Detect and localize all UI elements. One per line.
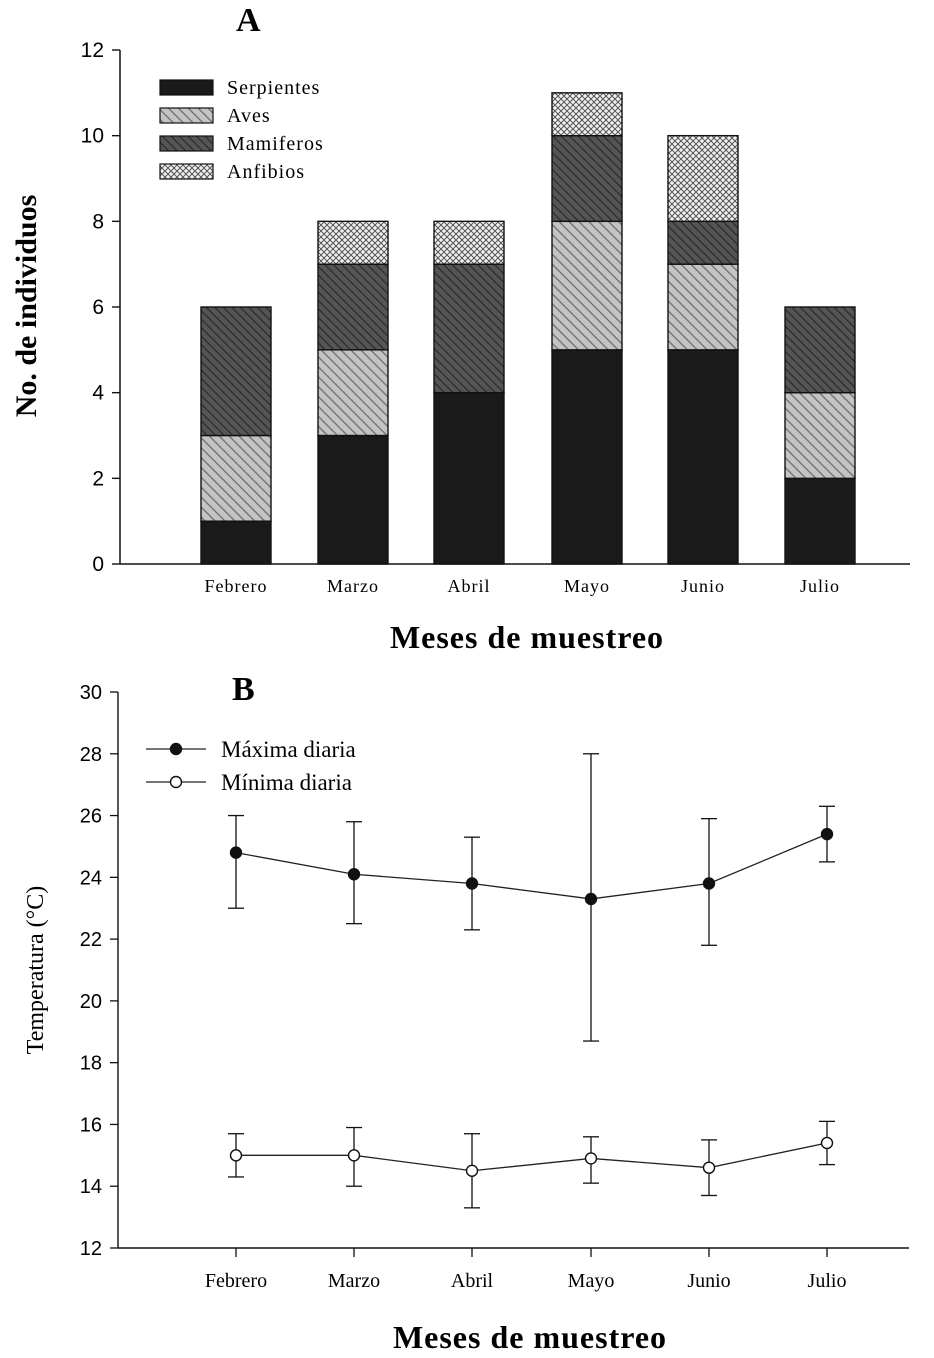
data-point-1 (820, 1136, 834, 1150)
data-point-0 (820, 827, 834, 841)
x-tick-label-a: Junio (681, 576, 725, 596)
bar-segment-anfibios-junio (667, 134, 739, 223)
chart-panel-b: B 12 14 16 18 20 22 24 26 28 30 Febrero Marzo Abril M… (23, 671, 909, 1355)
x-axis-title-b: Meses de muestreo (393, 1319, 667, 1355)
x-tick-label-a: Febrero (205, 576, 268, 596)
bar-segment-serpientes-mayo (551, 349, 623, 565)
plot-b (228, 753, 835, 1209)
y-tick-label-a: 6 (92, 296, 104, 319)
bar-segment-aves-julio (784, 391, 856, 480)
bar-segment-aves-mayo (551, 220, 623, 351)
legend-b: Máxima diaria Mínima diaria (146, 737, 356, 795)
legend-swatch-serpientes (159, 79, 214, 96)
data-point-0 (229, 846, 243, 859)
y-tick-label-a: 8 (92, 210, 104, 233)
data-point-1 (465, 1164, 479, 1177)
axes-b: 12 14 16 18 20 22 24 26 28 30 Febrero Marzo Abril May… (80, 682, 909, 1292)
bar-segment-aves-marzo (317, 349, 389, 437)
panel-label-b: B (232, 671, 255, 708)
y-tick-label-a: 10 (81, 125, 104, 148)
bar-segment-serpientes-febrero (200, 520, 272, 565)
x-tick-label-a: Julio (800, 576, 840, 596)
bar-segment-anfibios-mayo (551, 92, 623, 137)
legend-label-aves: Aves (227, 105, 271, 127)
legend-label-anfibios: Anfibios (227, 161, 305, 183)
legend-label-b-1: Mínima diaria (221, 770, 352, 795)
bars-a (200, 92, 856, 565)
axes-a: 0 2 4 6 8 10 12 Febrero Marzo Abril Mayo Junio Julio (81, 39, 910, 596)
data-point-0 (702, 877, 716, 890)
y-tick-label-b: 26 (80, 806, 102, 828)
bar-segment-mamiferos-junio (667, 220, 739, 265)
bar-segment-anfibios-marzo (317, 220, 389, 265)
y-tick-label-b: 20 (80, 991, 102, 1013)
x-tick-label-b: Marzo (328, 1270, 380, 1292)
x-axis-title-a: Meses de muestreo (390, 619, 664, 655)
data-point-1 (584, 1152, 598, 1165)
y-tick-label-a: 2 (92, 467, 104, 490)
y-tick-label-a: 4 (92, 382, 104, 405)
x-tick-label-b: Abril (451, 1270, 494, 1292)
data-point-1 (347, 1149, 361, 1162)
legend-marker-1 (169, 775, 183, 789)
x-tick-label-b: Febrero (205, 1270, 267, 1292)
bar-segment-mamiferos-marzo (317, 263, 389, 351)
x-tick-label-b: Julio (808, 1270, 847, 1292)
bar-segment-serpientes-junio (667, 349, 739, 565)
bar-segment-serpientes-marzo (317, 434, 389, 565)
panel-label-a: A (236, 2, 261, 39)
legend-marker-0 (169, 742, 183, 756)
series-line-1 (236, 1142, 828, 1172)
legend-label-mamiferos: Mamiferos (227, 133, 324, 155)
bar-segment-aves-febrero (200, 434, 272, 522)
series-line-0 (235, 833, 828, 900)
y-tick-label-a: 12 (81, 39, 104, 62)
x-tick-label-a: Abril (448, 576, 491, 596)
data-point-1 (702, 1161, 716, 1174)
y-tick-label-b: 30 (80, 682, 102, 704)
y-tick-label-b: 12 (80, 1238, 102, 1260)
bar-segment-serpientes-julio (784, 477, 856, 565)
bar-segment-mamiferos-abril (433, 263, 505, 394)
bar-segment-mamiferos-julio (784, 306, 856, 394)
legend-swatch-aves (159, 107, 214, 124)
y-tick-label-b: 18 (80, 1053, 102, 1075)
y-tick-label-b: 16 (80, 1114, 102, 1136)
bar-segment-mamiferos-mayo (551, 134, 623, 223)
y-tick-label-a: 0 (92, 553, 104, 576)
bar-segment-serpientes-abril (433, 391, 505, 565)
legend-a: Serpientes Aves Mamiferos Anfibios (159, 77, 324, 183)
y-tick-label-b: 24 (80, 867, 102, 889)
bar-segment-anfibios-abril (433, 220, 505, 265)
x-tick-label-b: Junio (687, 1270, 730, 1292)
data-point-0 (465, 877, 479, 890)
data-point-0 (347, 868, 361, 881)
x-tick-label-a: Marzo (327, 576, 379, 596)
y-tick-label-b: 28 (80, 744, 102, 766)
x-tick-label-b: Mayo (568, 1270, 615, 1292)
legend-label-b-0: Máxima diaria (221, 737, 356, 762)
y-tick-label-b: 22 (80, 929, 102, 951)
x-tick-label-a: Mayo (564, 576, 610, 596)
chart-panel-a: A 0 2 4 6 8 10 12 Febrero Marzo Abril Mayo Junio Jul… (10, 2, 910, 655)
y-axis-title-a: No. de individuos (10, 195, 43, 418)
bar-segment-aves-junio (667, 263, 739, 351)
data-point-0 (584, 892, 598, 906)
y-tick-label-b: 14 (80, 1176, 102, 1198)
legend-swatch-anfibios (159, 163, 214, 180)
bar-segment-mamiferos-febrero (200, 306, 272, 437)
legend-swatch-mamiferos (159, 135, 214, 152)
legend-label-serpientes: Serpientes (227, 77, 320, 99)
y-axis-title-b: Temperatura (°C) (23, 886, 49, 1055)
data-point-1 (229, 1149, 243, 1162)
